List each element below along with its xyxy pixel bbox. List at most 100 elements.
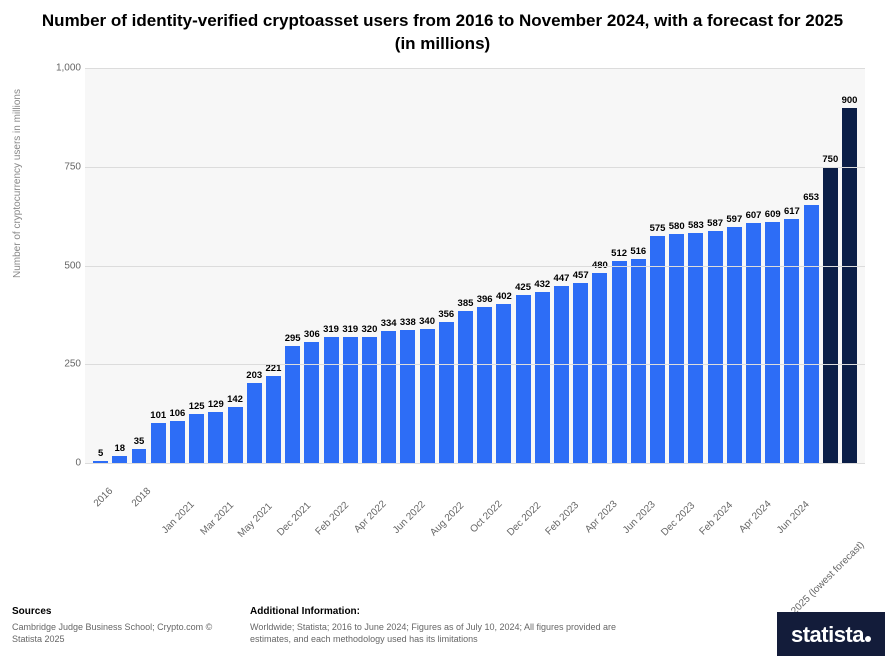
bar [420, 329, 435, 463]
bar-value-label: 319 [342, 324, 358, 335]
bar-value-label: 396 [477, 294, 493, 305]
bar-value-label: 432 [534, 279, 550, 290]
bar [592, 273, 607, 463]
bar-value-label: 607 [746, 210, 762, 221]
bar [208, 412, 223, 463]
bar [631, 259, 646, 463]
bar-value-label: 5 [98, 448, 103, 459]
bar-value-label: 334 [381, 318, 397, 329]
bar [804, 205, 819, 463]
bar [189, 414, 204, 463]
bar [535, 292, 550, 463]
info-text: Worldwide; Statista; 2016 to June 2024; … [250, 622, 616, 645]
x-label-slot: Apr 2023 [590, 466, 609, 536]
bar-value-label: 18 [115, 443, 126, 454]
x-label-slot: 2025 (lowest forecast) [821, 466, 840, 536]
bar [573, 283, 588, 464]
plot-area: 5183510110612512914220322129530631931932… [85, 68, 865, 463]
x-label-slot: Feb 2024 [706, 466, 725, 536]
bar-value-label: 653 [803, 192, 819, 203]
bar-value-label: 319 [323, 324, 339, 335]
x-label-slot: Feb 2023 [552, 466, 571, 536]
x-label-slot [802, 466, 821, 536]
x-label-slot: Dec 2022 [513, 466, 532, 536]
bar [381, 331, 396, 463]
x-label-slot [110, 466, 129, 536]
bar-value-label: 575 [650, 223, 666, 234]
bar [343, 337, 358, 463]
x-label-slot: Apr 2024 [744, 466, 763, 536]
x-label-slot: Jan 2021 [168, 466, 187, 536]
y-tick-label: 500 [55, 260, 81, 271]
x-label-slot: 2016 [91, 466, 110, 536]
bar-value-label: 587 [707, 218, 723, 229]
bar-value-label: 580 [669, 221, 685, 232]
bar [612, 261, 627, 463]
bar [823, 167, 838, 463]
bar [516, 295, 531, 463]
y-tick-label: 1,000 [55, 63, 81, 74]
y-tick-label: 0 [55, 458, 81, 469]
x-label-slot: Jun 2024 [782, 466, 801, 536]
bar-value-label: 447 [554, 273, 570, 284]
x-label-slot: Jun 2022 [398, 466, 417, 536]
bar [496, 304, 511, 463]
bar-value-label: 617 [784, 206, 800, 217]
bar-value-label: 516 [630, 246, 646, 257]
bar-value-label: 425 [515, 282, 531, 293]
bar-value-label: 583 [688, 220, 704, 231]
bar [688, 233, 703, 463]
statista-logo: statista [777, 612, 885, 656]
bar-value-label: 356 [438, 309, 454, 320]
bar [228, 407, 243, 463]
bar [324, 337, 339, 463]
grid-line [85, 266, 865, 267]
bar [112, 456, 127, 463]
bar [266, 376, 281, 463]
bar [554, 286, 569, 463]
bar-value-label: 203 [246, 370, 262, 381]
bar [458, 311, 473, 463]
x-label-slot [840, 466, 859, 536]
bar-value-label: 125 [189, 401, 205, 412]
bar [650, 236, 665, 463]
bar-value-label: 340 [419, 316, 435, 327]
bar-value-label: 295 [285, 333, 301, 344]
bar [362, 337, 377, 463]
bar [746, 223, 761, 463]
bar [784, 219, 799, 463]
bar-value-label: 609 [765, 209, 781, 220]
bar-value-label: 101 [150, 410, 166, 421]
sources-heading: Sources [12, 605, 242, 619]
x-label-slot: Feb 2022 [321, 466, 340, 536]
y-tick-label: 250 [55, 359, 81, 370]
bar [669, 234, 684, 463]
logo-text: statista [791, 622, 864, 647]
chart-container: Number of cryptocurrency users in millio… [40, 68, 870, 548]
bar-value-label: 306 [304, 329, 320, 340]
bar-value-label: 106 [169, 408, 185, 419]
bar-value-label: 402 [496, 291, 512, 302]
bar-value-label: 750 [822, 154, 838, 165]
bar [439, 322, 454, 463]
bar-value-label: 320 [362, 324, 378, 335]
bar [132, 449, 147, 463]
footer-sources: Sources Cambridge Judge Business School;… [12, 605, 242, 646]
bar [727, 227, 742, 463]
bar-value-label: 597 [726, 214, 742, 225]
bar-value-label: 142 [227, 394, 243, 405]
x-label-slot: Aug 2022 [437, 466, 456, 536]
bar [170, 421, 185, 463]
logo-dot-icon [865, 636, 871, 642]
bar-value-label: 457 [573, 270, 589, 281]
bar-value-label: 129 [208, 399, 224, 410]
bar [842, 108, 857, 464]
bar [247, 383, 262, 463]
y-tick-label: 750 [55, 161, 81, 172]
bar [765, 222, 780, 463]
bar-value-label: 35 [134, 436, 145, 447]
x-label-slot: May 2021 [245, 466, 264, 536]
footer-info: Additional Information: Worldwide; Stati… [250, 605, 650, 646]
x-label-slot: Dec 2021 [283, 466, 302, 536]
grid-line [85, 68, 865, 69]
